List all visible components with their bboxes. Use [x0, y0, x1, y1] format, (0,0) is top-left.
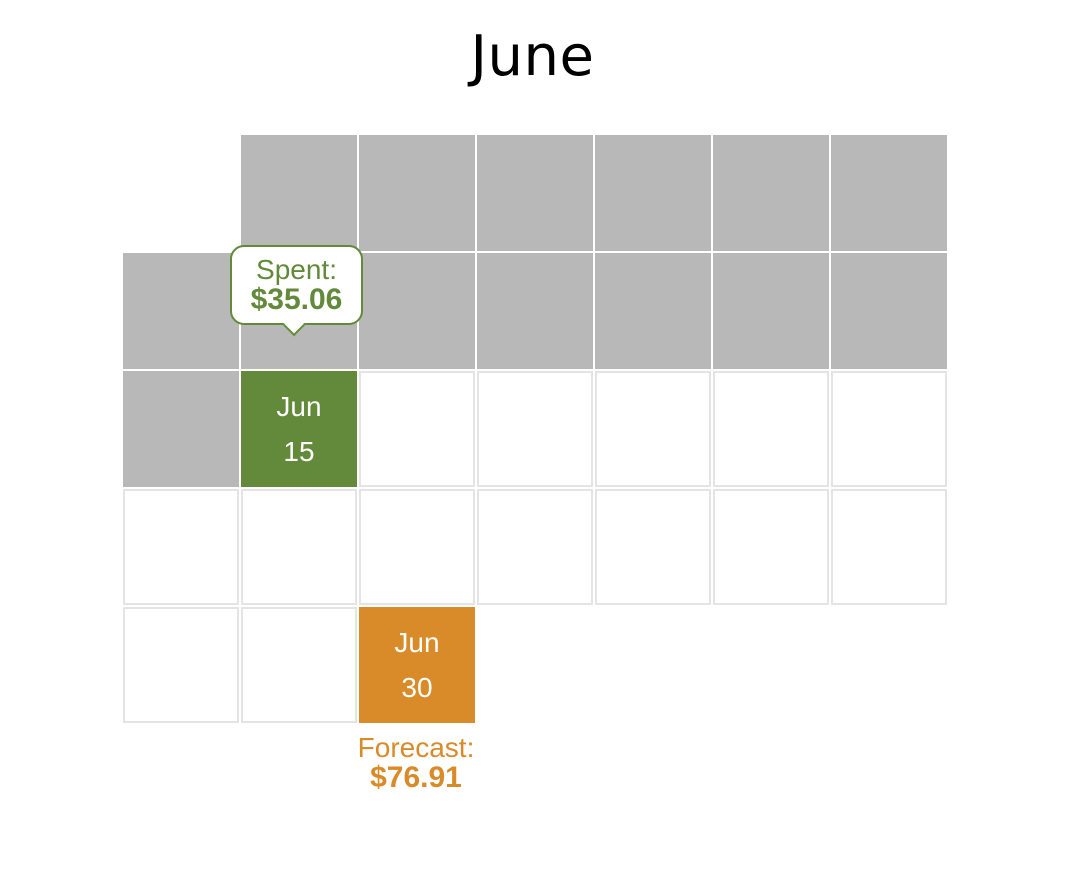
past-day-cell: [359, 135, 475, 251]
spent-callout: Spent: $35.06: [230, 245, 363, 325]
forecast-label: Forecast:: [357, 732, 475, 763]
past-day-cell: [241, 135, 357, 251]
past-day-cell: [713, 253, 829, 369]
future-day-cell: [477, 371, 593, 487]
past-day-cell: [831, 253, 947, 369]
month-end-cell: Jun 30: [359, 607, 475, 723]
forecast-value: $76.91: [370, 761, 462, 794]
future-day-cell: [595, 489, 711, 605]
past-day-cell: [123, 371, 239, 487]
past-day-cell: [831, 135, 947, 251]
today-day: 15: [283, 436, 315, 467]
future-day-cell: [241, 607, 357, 723]
future-day-cell: [241, 489, 357, 605]
month-title: June: [470, 24, 595, 89]
past-day-cell: [595, 135, 711, 251]
past-day-cell: [595, 253, 711, 369]
future-day-cell: [477, 489, 593, 605]
spent-label: Spent:: [256, 254, 337, 285]
past-day-cell: [713, 135, 829, 251]
past-day-cell: [477, 135, 593, 251]
future-day-cell: [831, 489, 947, 605]
today-month: Jun: [276, 391, 322, 422]
future-day-cell: [595, 371, 711, 487]
future-day-cell: [123, 607, 239, 723]
forecast-callout: Forecast: $76.91: [316, 733, 516, 793]
future-day-cell: [359, 371, 475, 487]
future-day-cell: [359, 489, 475, 605]
future-day-cell: [831, 371, 947, 487]
future-day-cell: [713, 489, 829, 605]
end-month: Jun: [394, 627, 440, 658]
spent-value: $35.06: [250, 283, 343, 316]
future-day-cell: [123, 489, 239, 605]
past-day-cell: [123, 253, 239, 369]
past-day-cell: [359, 253, 475, 369]
future-day-cell: [713, 371, 829, 487]
today-cell: Jun 15: [241, 371, 357, 487]
end-day: 30: [401, 672, 433, 703]
past-day-cell: [477, 253, 593, 369]
